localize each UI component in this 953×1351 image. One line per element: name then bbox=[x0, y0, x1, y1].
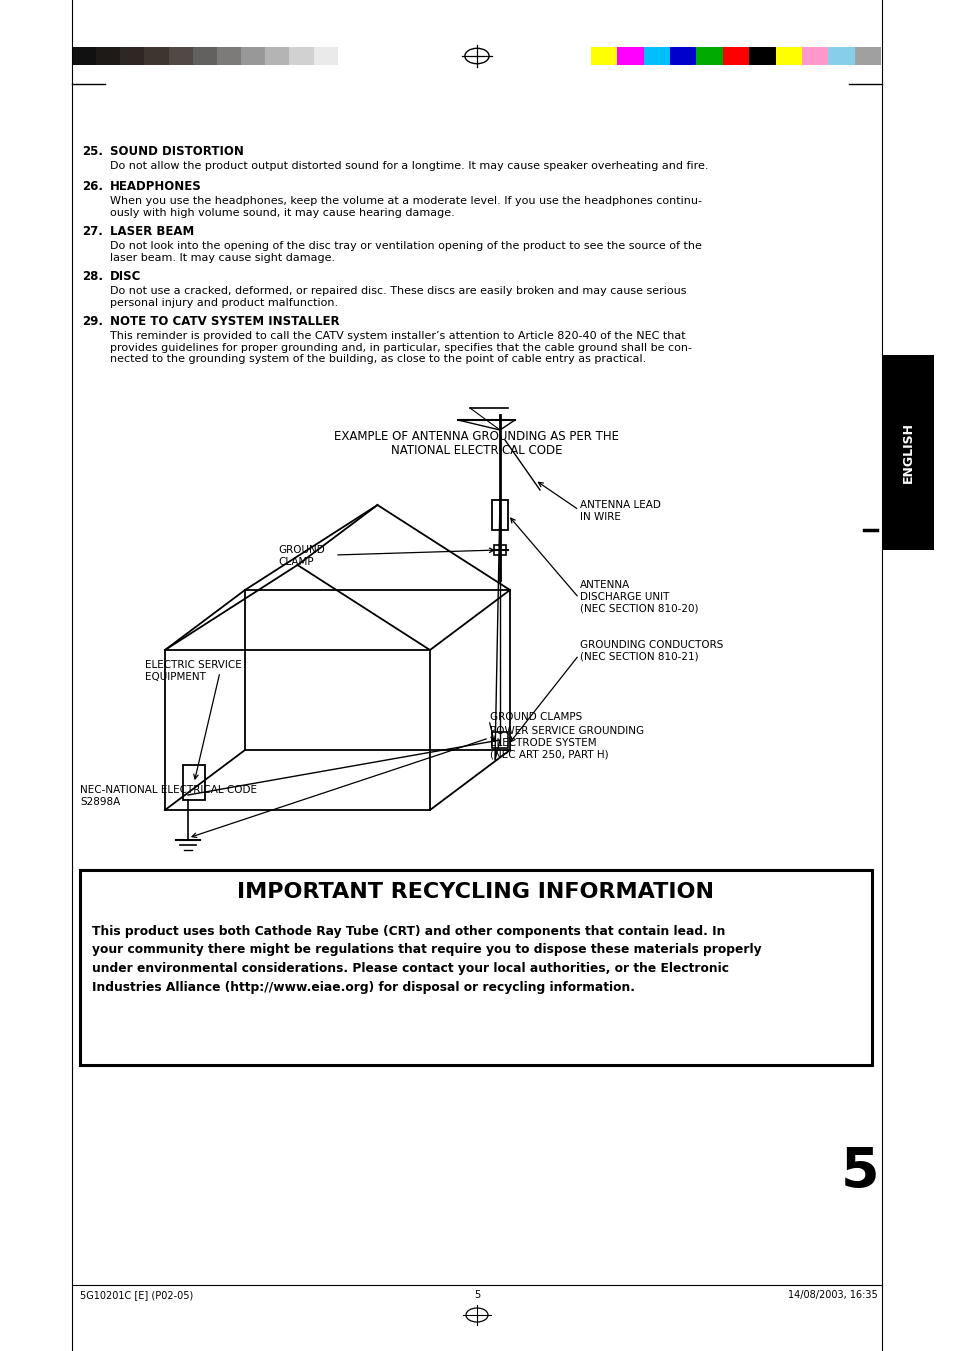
Text: GROUND CLAMPS: GROUND CLAMPS bbox=[490, 712, 581, 721]
Text: DISC: DISC bbox=[110, 270, 141, 282]
Bar bbox=[669, 47, 696, 65]
Bar bbox=[882, 355, 933, 550]
Bar bbox=[183, 765, 205, 800]
Text: NOTE TO CATV SYSTEM INSTALLER: NOTE TO CATV SYSTEM INSTALLER bbox=[110, 315, 339, 328]
Text: ANTENNA LEAD
IN WIRE: ANTENNA LEAD IN WIRE bbox=[579, 500, 660, 521]
Text: POWER SERVICE GROUNDING
ELECTRODE SYSTEM
(NEC ART 250, PART H): POWER SERVICE GROUNDING ELECTRODE SYSTEM… bbox=[490, 725, 643, 759]
Text: SOUND DISTORTION: SOUND DISTORTION bbox=[110, 145, 244, 158]
Bar bbox=[827, 47, 854, 65]
Bar bbox=[617, 47, 643, 65]
Bar bbox=[120, 47, 144, 65]
Text: GROUND
CLAMP: GROUND CLAMP bbox=[277, 544, 324, 566]
Text: 28.: 28. bbox=[82, 270, 103, 282]
Text: ENGLISH: ENGLISH bbox=[901, 422, 914, 484]
Text: 5: 5 bbox=[474, 1290, 479, 1300]
Text: Do not look into the opening of the disc tray or ventilation opening of the prod: Do not look into the opening of the disc… bbox=[110, 240, 701, 262]
Text: ANTENNA
DISCHARGE UNIT
(NEC SECTION 810-20): ANTENNA DISCHARGE UNIT (NEC SECTION 810-… bbox=[579, 580, 698, 613]
Text: LASER BEAM: LASER BEAM bbox=[110, 226, 194, 238]
Text: ELECTRIC SERVICE
EQUIPMENT: ELECTRIC SERVICE EQUIPMENT bbox=[145, 661, 241, 682]
Bar bbox=[492, 732, 507, 748]
Bar bbox=[494, 544, 505, 555]
Bar bbox=[854, 47, 880, 65]
Text: GROUNDING CONDUCTORS
(NEC SECTION 810-21): GROUNDING CONDUCTORS (NEC SECTION 810-21… bbox=[579, 640, 722, 662]
Bar bbox=[265, 47, 289, 65]
Bar bbox=[80, 870, 871, 1065]
Text: 14/08/2003, 16:35: 14/08/2003, 16:35 bbox=[787, 1290, 877, 1300]
Text: NATIONAL ELECTRICAL CODE: NATIONAL ELECTRICAL CODE bbox=[391, 444, 562, 457]
Text: NEC-NATIONAL ELECTRICAL CODE
S2898A: NEC-NATIONAL ELECTRICAL CODE S2898A bbox=[80, 785, 256, 807]
Bar bbox=[96, 47, 120, 65]
Text: When you use the headphones, keep the volume at a moderate level. If you use the: When you use the headphones, keep the vo… bbox=[110, 196, 701, 218]
Text: 29.: 29. bbox=[82, 315, 103, 328]
Text: EXAMPLE OF ANTENNA GROUNDING AS PER THE: EXAMPLE OF ANTENNA GROUNDING AS PER THE bbox=[335, 430, 618, 443]
Bar bbox=[696, 47, 722, 65]
Bar bbox=[492, 500, 507, 530]
Bar bbox=[314, 47, 337, 65]
Bar bbox=[590, 47, 617, 65]
Bar bbox=[241, 47, 265, 65]
Bar bbox=[144, 47, 169, 65]
Text: IMPORTANT RECYCLING INFORMATION: IMPORTANT RECYCLING INFORMATION bbox=[237, 882, 714, 902]
Bar bbox=[643, 47, 669, 65]
Text: Do not allow the product output distorted sound for a longtime. It may cause spe: Do not allow the product output distorte… bbox=[110, 161, 708, 172]
Bar bbox=[801, 47, 827, 65]
Bar bbox=[216, 47, 241, 65]
Bar bbox=[337, 47, 361, 65]
Text: Do not use a cracked, deformed, or repaired disc. These discs are easily broken : Do not use a cracked, deformed, or repai… bbox=[110, 286, 686, 308]
Text: 27.: 27. bbox=[82, 226, 103, 238]
Bar bbox=[289, 47, 314, 65]
Bar bbox=[775, 47, 801, 65]
Bar bbox=[71, 47, 96, 65]
Text: 5G10201C [E] (P02-05): 5G10201C [E] (P02-05) bbox=[80, 1290, 193, 1300]
Bar bbox=[722, 47, 748, 65]
Text: HEADPHONES: HEADPHONES bbox=[110, 180, 201, 193]
Text: 5: 5 bbox=[840, 1146, 879, 1198]
Bar bbox=[193, 47, 216, 65]
Bar bbox=[169, 47, 193, 65]
Text: 25.: 25. bbox=[82, 145, 103, 158]
Text: This product uses both Cathode Ray Tube (CRT) and other components that contain : This product uses both Cathode Ray Tube … bbox=[91, 925, 760, 993]
Bar bbox=[748, 47, 775, 65]
Text: This reminder is provided to call the CATV system installer’s attention to Artic: This reminder is provided to call the CA… bbox=[110, 331, 691, 365]
Text: 26.: 26. bbox=[82, 180, 103, 193]
